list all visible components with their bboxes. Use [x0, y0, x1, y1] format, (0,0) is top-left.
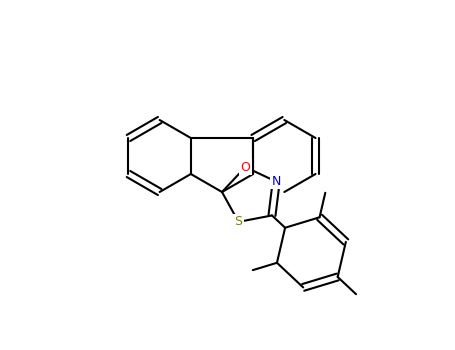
Text: N: N	[272, 175, 281, 188]
Text: O: O	[240, 161, 250, 174]
Text: S: S	[234, 215, 243, 229]
